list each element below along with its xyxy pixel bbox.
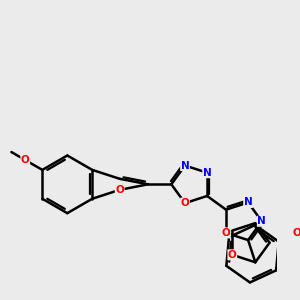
Text: O: O: [21, 155, 30, 165]
Text: N: N: [181, 160, 189, 170]
Text: O: O: [228, 250, 237, 260]
Text: N: N: [203, 168, 212, 178]
Text: O: O: [181, 198, 189, 208]
Text: N: N: [244, 197, 253, 208]
Text: O: O: [292, 228, 300, 238]
Text: N: N: [257, 216, 266, 226]
Text: O: O: [115, 185, 124, 195]
Text: O: O: [222, 228, 230, 238]
